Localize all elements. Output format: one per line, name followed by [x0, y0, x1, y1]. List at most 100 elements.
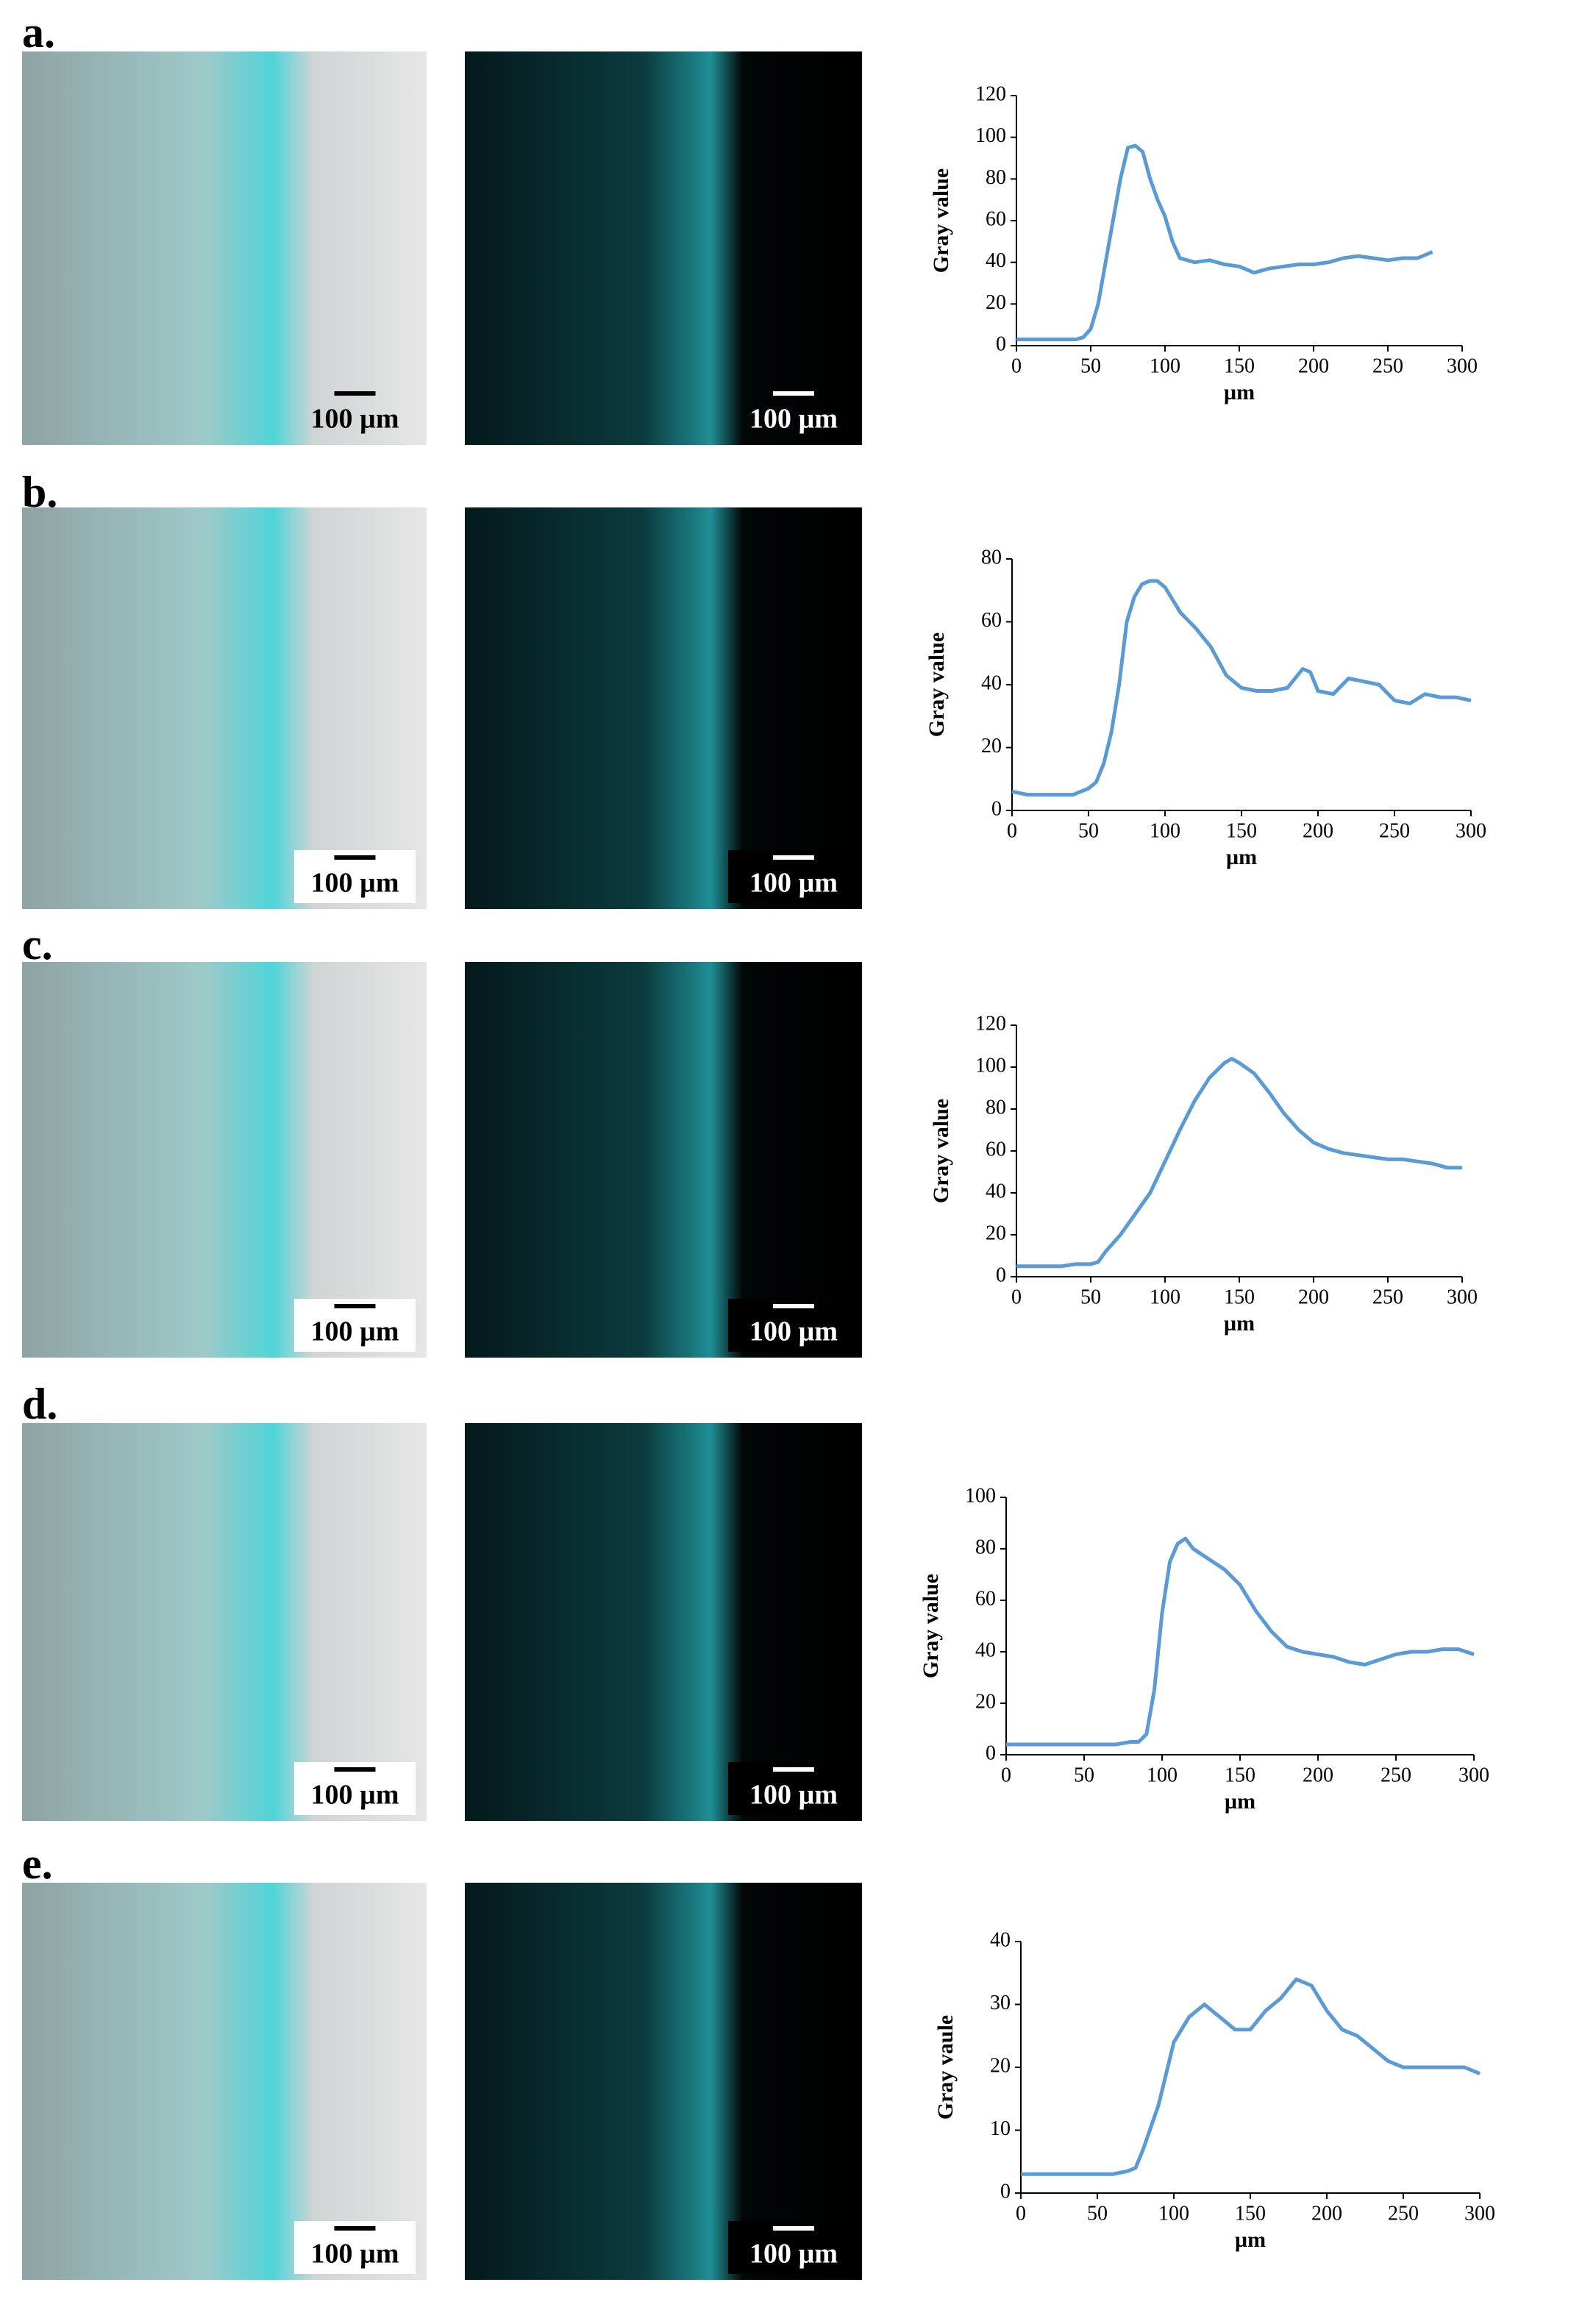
- x-tick-label: 50: [1080, 354, 1101, 377]
- x-axis-label: µm: [1225, 1789, 1255, 1814]
- line-chart: 0 20 40 60 80 100 120 0 50 100 150 200 250 300 µm Gray …: [929, 1012, 1478, 1335]
- x-axis-label: µm: [1224, 1311, 1255, 1336]
- brightfield-image: [22, 1423, 427, 1821]
- x-tick-label: 100: [1158, 2202, 1189, 2225]
- y-tick-label: 60: [981, 609, 1002, 632]
- x-tick-label: 150: [1226, 819, 1257, 842]
- data-line: [1016, 1057, 1462, 1269]
- y-tick-label: 30: [990, 1992, 1011, 2014]
- scale-bar-label: 100 µm: [749, 1780, 838, 1811]
- y-tick-label: 20: [990, 2054, 1011, 2077]
- scale-bar-label: 100 µm: [749, 1316, 838, 1347]
- brightfield-image: [22, 1883, 427, 2280]
- fluorescence-image: [465, 51, 862, 445]
- x-tick-label: 250: [1372, 354, 1403, 377]
- fluorescence-image: [465, 507, 862, 909]
- line-chart: 0 20 40 60 80 100 120 0 50 100 150 200 250 300 µm Gray …: [929, 82, 1478, 404]
- x-tick-label: 200: [1303, 819, 1333, 842]
- data-line: [1016, 143, 1433, 341]
- x-tick-label: 0: [1016, 2202, 1026, 2225]
- x-tick-label: 250: [1381, 1764, 1411, 1786]
- y-tick-label: 0: [996, 332, 1006, 355]
- y-tick-label: 80: [986, 1096, 1006, 1119]
- data-line: [1006, 1536, 1475, 1747]
- y-tick-label: 120: [975, 1012, 1006, 1035]
- y-tick-label: 0: [986, 1742, 996, 1764]
- scale-bar-label: 100 µm: [749, 868, 838, 899]
- x-tick-label: 150: [1224, 1286, 1255, 1308]
- x-tick-label: 100: [1150, 354, 1180, 377]
- fluorescence-image: [465, 962, 862, 1358]
- x-tick-label: 150: [1224, 354, 1255, 377]
- y-tick-label: 40: [981, 671, 1002, 694]
- x-tick-label: 0: [1011, 354, 1022, 377]
- y-tick-label: 0: [991, 797, 1002, 820]
- y-tick-label: 0: [1000, 2180, 1011, 2203]
- x-tick-label: 50: [1080, 1286, 1101, 1308]
- y-tick-label: 40: [990, 1928, 1011, 1951]
- y-axis-label: Gray value: [925, 632, 949, 738]
- y-axis-label: Gray value: [929, 168, 953, 274]
- x-tick-label: 250: [1388, 2202, 1419, 2225]
- x-tick-label: 200: [1311, 2202, 1342, 2225]
- fluorescence-image: [465, 1883, 862, 2280]
- y-axis-label: Gray vaule: [933, 2015, 958, 2120]
- y-tick-label: 20: [981, 735, 1002, 757]
- y-tick-label: 80: [981, 546, 1002, 568]
- y-axis-label: Gray value: [929, 1099, 953, 1204]
- x-tick-label: 50: [1087, 2202, 1108, 2225]
- scale-bar-label: 100 µm: [310, 2239, 399, 2270]
- line-chart: 0 20 40 60 80 100 0 50 100 150 200 250 300 µm Gray val…: [919, 1484, 1489, 1813]
- x-tick-label: 150: [1225, 1764, 1255, 1786]
- x-tick-label: 300: [1447, 1286, 1478, 1308]
- y-tick-label: 100: [965, 1484, 996, 1507]
- x-tick-label: 100: [1150, 1286, 1180, 1308]
- x-tick-label: 0: [1007, 819, 1017, 842]
- x-tick-label: 150: [1235, 2202, 1266, 2225]
- x-tick-label: 50: [1078, 819, 1099, 842]
- x-tick-label: 200: [1298, 354, 1329, 377]
- y-tick-label: 20: [986, 291, 1006, 314]
- brightfield-image: [22, 507, 427, 909]
- scale-bar-label: 100 µm: [310, 1316, 399, 1347]
- x-tick-label: 300: [1456, 819, 1486, 842]
- panel-label: a.: [22, 8, 55, 57]
- y-tick-label: 10: [990, 2117, 1011, 2140]
- scale-bar-label: 100 µm: [749, 404, 838, 435]
- x-axis-label: µm: [1224, 380, 1255, 404]
- y-tick-label: 40: [986, 249, 1006, 272]
- scale-bar-label: 100 µm: [310, 404, 399, 435]
- x-tick-label: 0: [1001, 1764, 1011, 1786]
- y-tick-label: 40: [975, 1639, 996, 1661]
- y-tick-label: 60: [986, 1138, 1006, 1161]
- x-tick-label: 300: [1464, 2202, 1495, 2225]
- data-line: [1011, 579, 1472, 797]
- panel-label: c.: [22, 920, 53, 969]
- scale-bar-label: 100 µm: [310, 1780, 399, 1811]
- y-tick-label: 60: [986, 207, 1006, 230]
- x-tick-label: 0: [1011, 1286, 1022, 1308]
- x-axis-label: µm: [1235, 2228, 1266, 2252]
- y-tick-label: 20: [986, 1222, 1006, 1244]
- x-tick-label: 250: [1372, 1286, 1403, 1308]
- line-chart: 0 10 20 30 40 0 50 100 150 200 250 300 µm Gray vaule: [933, 1928, 1495, 2251]
- y-tick-label: 120: [975, 82, 1006, 105]
- brightfield-image: [22, 962, 427, 1358]
- x-tick-label: 50: [1074, 1764, 1094, 1786]
- y-tick-label: 100: [975, 1054, 1006, 1077]
- x-tick-label: 250: [1379, 819, 1410, 842]
- panel-label: d.: [22, 1380, 57, 1428]
- scale-bar-label: 100 µm: [749, 2239, 838, 2270]
- brightfield-image: [22, 51, 427, 445]
- data-line: [1021, 1977, 1481, 2176]
- y-axis-label: Gray value: [919, 1574, 943, 1679]
- y-tick-label: 40: [986, 1180, 1006, 1202]
- scale-bar-label: 100 µm: [310, 868, 399, 899]
- y-tick-label: 20: [975, 1690, 996, 1713]
- y-tick-label: 80: [975, 1536, 996, 1558]
- y-tick-label: 60: [975, 1587, 996, 1610]
- x-tick-label: 100: [1150, 819, 1180, 842]
- x-tick-label: 100: [1147, 1764, 1178, 1786]
- fluorescence-image: [465, 1423, 862, 1821]
